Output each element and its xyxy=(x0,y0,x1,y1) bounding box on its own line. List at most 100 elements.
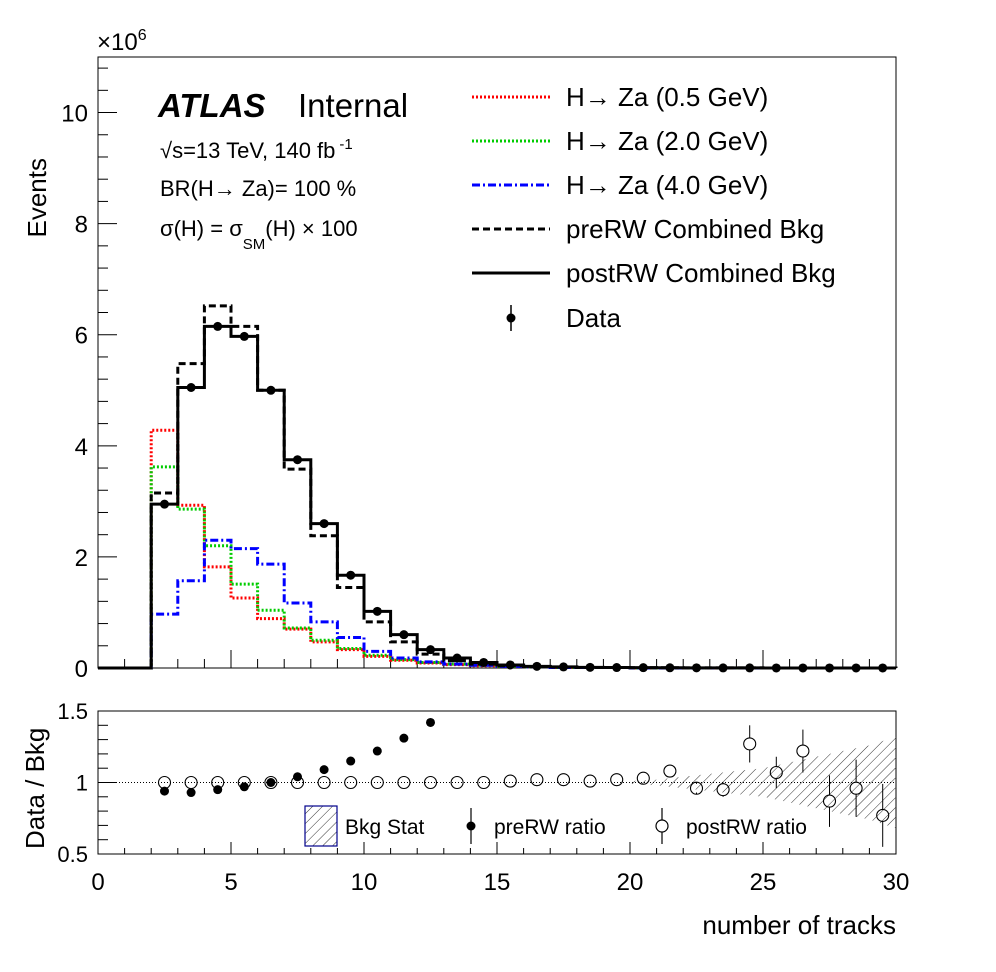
postrw-ratio-point xyxy=(290,775,305,790)
prerw-ratio-point xyxy=(346,756,356,766)
legend-label-prerw: preRW Combined Bkg xyxy=(566,214,824,244)
energy-lumi-text: √s=13 TeV, 140 fb xyxy=(160,138,335,163)
postrw-ratio-point xyxy=(556,773,571,787)
xsec-subscript: SM xyxy=(243,236,266,253)
prerw-ratio-point xyxy=(186,788,196,798)
xsec-text-a: σ(H) = σ xyxy=(160,216,243,241)
legend-label-data: Data xyxy=(566,303,621,333)
legend-label-postrw-ratio: postRW ratio xyxy=(686,816,807,839)
data-point xyxy=(771,663,781,673)
ratio-plot-marks xyxy=(157,717,890,847)
x-tick-label: 20 xyxy=(617,869,644,896)
data-point xyxy=(851,663,861,673)
legend-label-prerw-ratio: preRW ratio xyxy=(494,816,606,839)
postrw-ratio-point xyxy=(344,775,358,790)
data-point xyxy=(346,570,356,580)
data-point xyxy=(213,321,223,331)
data-point xyxy=(399,630,409,640)
data-point xyxy=(665,663,675,673)
postrw-ratio-point xyxy=(876,808,890,822)
data-point xyxy=(293,455,302,465)
postrw-ratio-point xyxy=(317,775,331,790)
data-point xyxy=(239,331,249,341)
postrw-ratio-point xyxy=(583,774,597,788)
ratio-y-tick-label: 1 xyxy=(76,771,88,796)
x-axis-label: number of tracks xyxy=(702,910,896,940)
internal-label: Internal xyxy=(298,87,408,124)
prerw-ratio-point xyxy=(372,746,382,756)
legend-label-sig20: H→ Za (2.0 GeV) xyxy=(566,126,768,156)
legend-swatch-bkg-stat xyxy=(304,805,338,847)
data-point xyxy=(505,660,515,670)
legend-swatch-postrw-ratio-marker xyxy=(655,819,669,833)
postrw-ratio-point xyxy=(636,771,650,785)
postrw-ratio-point xyxy=(849,781,863,795)
legend-label-sig05: H→ Za (0.5 GeV) xyxy=(566,82,768,112)
ratio-y-tick-label: 1.5 xyxy=(57,699,88,724)
postrw-ratio-point xyxy=(743,737,757,751)
postrw-ratio-point xyxy=(370,775,384,790)
data-point xyxy=(745,663,755,673)
ratio-axis-ticks xyxy=(97,710,897,855)
postrw-ratio-point xyxy=(822,794,837,808)
postrw-ratio-point xyxy=(663,764,677,778)
main-y-tick-label: 8 xyxy=(75,212,88,239)
main-y-tick-labels: 0 2 4 6 8 10 xyxy=(61,101,88,683)
x-tick-label: 30 xyxy=(883,869,910,896)
postrw-ratio-point xyxy=(397,775,411,790)
main-y-tick-label: 10 xyxy=(61,101,88,128)
data-point xyxy=(559,662,568,672)
x-tick-label: 10 xyxy=(351,869,378,896)
postrw-ratio-point xyxy=(477,775,491,790)
postrw-ratio-point xyxy=(157,775,172,790)
main-plot-marks xyxy=(98,304,898,673)
postrw-ratio-point xyxy=(264,775,278,790)
atlas-label: ATLAS xyxy=(157,87,266,124)
data-point xyxy=(532,661,542,671)
postrw-ratio-point xyxy=(769,765,783,780)
data-point xyxy=(452,653,462,663)
prerw-ratio-point xyxy=(213,785,223,795)
prerw-ratio-point xyxy=(426,717,435,727)
data-point xyxy=(186,382,196,392)
data-point xyxy=(878,663,888,673)
legend-swatch-prerw-ratio-marker xyxy=(466,821,476,831)
postrw-ratio-point xyxy=(237,775,251,790)
postrw-ratio-point xyxy=(423,775,438,790)
bkg-stat-band xyxy=(630,736,896,829)
legend-label-postrw: postRW Combined Bkg xyxy=(566,258,836,288)
postrw-ratio-point xyxy=(184,775,198,790)
x-tick-label: 5 xyxy=(224,869,237,896)
legend-label-bkg-stat: Bkg Stat xyxy=(345,816,425,839)
data-point xyxy=(798,663,808,673)
legend-label-sig40: H→ Za (4.0 GeV) xyxy=(566,170,768,200)
postrw-ratio-point xyxy=(530,773,544,787)
main-legend: H→ Za (0.5 GeV) H→ Za (2.0 GeV) H→ Za (4… xyxy=(472,82,836,333)
data-point xyxy=(585,662,595,672)
postrw-ratio-point xyxy=(796,744,810,758)
postrw-ratio-point xyxy=(211,775,225,790)
y-exponent-power: 6 xyxy=(138,27,147,44)
data-point xyxy=(638,663,648,673)
data-point xyxy=(612,663,622,673)
main-y-tick-label: 2 xyxy=(75,545,88,572)
data-point xyxy=(372,606,382,616)
energy-lumi-exp: -1 xyxy=(339,136,352,153)
postrw-ratio-point xyxy=(503,774,517,788)
legend-swatch-data-marker xyxy=(506,313,516,323)
xsec-label: σ(H) = σSM(H) × 100 xyxy=(160,216,358,253)
data-point xyxy=(319,519,329,529)
bkg-stat-hatch xyxy=(630,736,896,829)
ratio-x-tick-labels: 0 5 10 15 20 25 30 xyxy=(91,869,909,896)
x-tick-label: 15 xyxy=(484,869,511,896)
prerw-ratio-point xyxy=(160,786,169,796)
prerw-ratio-point xyxy=(319,765,329,775)
data-point xyxy=(692,663,701,673)
ratio-y-axis-label: Data / Bkg xyxy=(20,728,50,849)
prerw-ratio-point xyxy=(399,733,409,743)
xsec-text-b: (H) × 100 xyxy=(265,216,357,241)
main-y-tick-label: 0 xyxy=(75,656,88,683)
data-point xyxy=(718,663,728,673)
postrw-ratio-point xyxy=(610,773,624,787)
